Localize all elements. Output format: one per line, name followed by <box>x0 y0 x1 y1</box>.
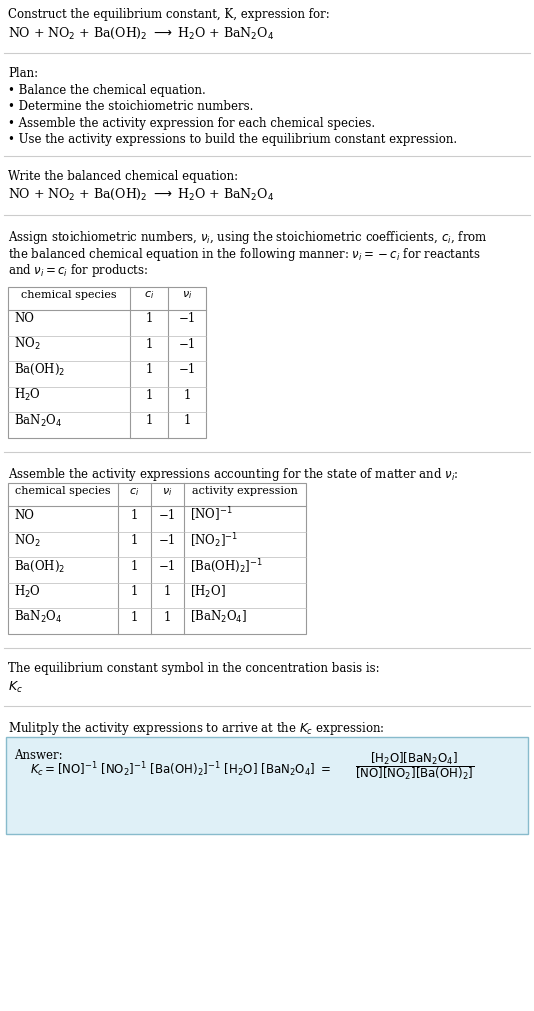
Text: BaN$_2$O$_4$: BaN$_2$O$_4$ <box>14 412 62 429</box>
Text: [NO]$^{-1}$: [NO]$^{-1}$ <box>190 507 233 525</box>
Bar <box>6 737 528 834</box>
Text: 1: 1 <box>131 585 138 599</box>
Text: NO + NO$_2$ + Ba(OH)$_2$ $\longrightarrow$ H$_2$O + BaN$_2$O$_4$: NO + NO$_2$ + Ba(OH)$_2$ $\longrightarro… <box>8 25 274 40</box>
Text: NO$_2$: NO$_2$ <box>14 533 41 549</box>
Text: 1: 1 <box>145 415 153 428</box>
Text: [NO$_2$]$^{-1}$: [NO$_2$]$^{-1}$ <box>190 532 238 550</box>
Text: 1: 1 <box>145 312 153 326</box>
Text: −1: −1 <box>159 509 176 522</box>
Text: 1: 1 <box>145 338 153 351</box>
Text: • Assemble the activity expression for each chemical species.: • Assemble the activity expression for e… <box>8 117 375 129</box>
Text: BaN$_2$O$_4$: BaN$_2$O$_4$ <box>14 610 62 625</box>
Text: 1: 1 <box>131 534 138 547</box>
Text: H$_2$O: H$_2$O <box>14 387 41 403</box>
Text: chemical species: chemical species <box>15 486 111 496</box>
Text: −1: −1 <box>159 560 176 572</box>
Text: [BaN$_2$O$_4$]: [BaN$_2$O$_4$] <box>190 610 247 625</box>
Text: and $\nu_i = c_i$ for products:: and $\nu_i = c_i$ for products: <box>8 262 148 279</box>
Text: $c_i$: $c_i$ <box>129 486 139 497</box>
Text: −1: −1 <box>178 338 195 351</box>
Text: • Determine the stoichiometric numbers.: • Determine the stoichiometric numbers. <box>8 100 253 113</box>
Text: activity expression: activity expression <box>192 486 298 496</box>
Text: chemical species: chemical species <box>21 289 117 299</box>
Text: The equilibrium constant symbol in the concentration basis is:: The equilibrium constant symbol in the c… <box>8 662 380 675</box>
Text: NO + NO$_2$ + Ba(OH)$_2$ $\longrightarrow$ H$_2$O + BaN$_2$O$_4$: NO + NO$_2$ + Ba(OH)$_2$ $\longrightarro… <box>8 187 274 202</box>
Text: $\dfrac{\mathrm{[H_2O][BaN_2O_4]}}{\mathrm{[NO][NO_2][Ba(OH)_2]}}$: $\dfrac{\mathrm{[H_2O][BaN_2O_4]}}{\math… <box>355 750 475 783</box>
Text: NO$_2$: NO$_2$ <box>14 337 41 353</box>
Text: 1: 1 <box>145 389 153 402</box>
Text: $\nu_i$: $\nu_i$ <box>182 289 192 301</box>
Text: −1: −1 <box>159 534 176 547</box>
Text: 1: 1 <box>131 611 138 624</box>
Text: 1: 1 <box>164 611 171 624</box>
Text: [Ba(OH)$_2$]$^{-1}$: [Ba(OH)$_2$]$^{-1}$ <box>190 557 263 575</box>
Bar <box>8 287 206 438</box>
Text: Assign stoichiometric numbers, $\nu_i$, using the stoichiometric coefficients, $: Assign stoichiometric numbers, $\nu_i$, … <box>8 229 488 246</box>
Text: • Use the activity expressions to build the equilibrium constant expression.: • Use the activity expressions to build … <box>8 133 457 147</box>
Text: the balanced chemical equation in the following manner: $\nu_i = -c_i$ for react: the balanced chemical equation in the fo… <box>8 246 481 263</box>
Text: −1: −1 <box>178 312 195 326</box>
Text: [H$_2$O]: [H$_2$O] <box>190 583 226 600</box>
Text: $c_i$: $c_i$ <box>144 289 154 301</box>
Text: Construct the equilibrium constant, K, expression for:: Construct the equilibrium constant, K, e… <box>8 8 330 21</box>
Text: 1: 1 <box>145 363 153 376</box>
Text: NO: NO <box>14 312 34 326</box>
Text: 1: 1 <box>183 415 191 428</box>
Text: • Balance the chemical equation.: • Balance the chemical equation. <box>8 84 206 97</box>
Text: NO: NO <box>14 509 34 522</box>
Text: H$_2$O: H$_2$O <box>14 583 41 600</box>
Text: Ba(OH)$_2$: Ba(OH)$_2$ <box>14 559 65 574</box>
Text: Answer:: Answer: <box>14 748 62 761</box>
Text: Assemble the activity expressions accounting for the state of matter and $\nu_i$: Assemble the activity expressions accoun… <box>8 466 459 482</box>
Text: Plan:: Plan: <box>8 68 38 80</box>
Text: 1: 1 <box>131 509 138 522</box>
Text: $K_c$: $K_c$ <box>8 680 23 696</box>
Text: Mulitply the activity expressions to arrive at the $K_c$ expression:: Mulitply the activity expressions to arr… <box>8 720 384 737</box>
Text: $\nu_i$: $\nu_i$ <box>162 486 172 497</box>
Text: 1: 1 <box>131 560 138 572</box>
Text: Write the balanced chemical equation:: Write the balanced chemical equation: <box>8 170 238 183</box>
Text: −1: −1 <box>178 363 195 376</box>
Text: $K_c = \mathrm{[NO]^{-1}\ [NO_2]^{-1}\ [Ba(OH)_2]^{-1}\ [H_2O]\ [BaN_2O_4]}\ =\ : $K_c = \mathrm{[NO]^{-1}\ [NO_2]^{-1}\ [… <box>30 760 331 779</box>
Bar <box>8 483 306 634</box>
Text: 1: 1 <box>164 585 171 599</box>
Text: 1: 1 <box>183 389 191 402</box>
Text: Ba(OH)$_2$: Ba(OH)$_2$ <box>14 362 65 377</box>
